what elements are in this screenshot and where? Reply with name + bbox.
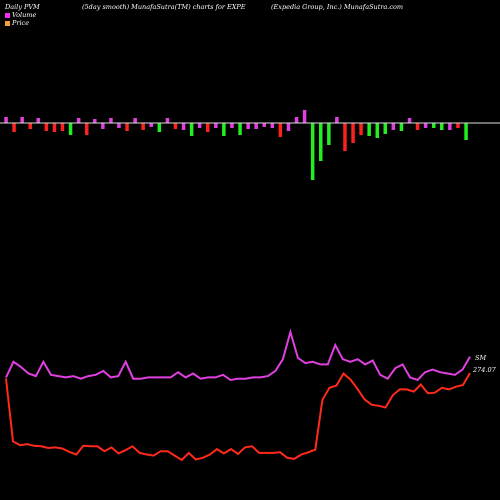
volume-line-label: SM	[475, 354, 486, 362]
volume-bar	[310, 123, 315, 180]
volume-bar	[399, 123, 404, 131]
price-line-series	[5, 371, 471, 462]
legend-item-volume: Volume	[5, 11, 36, 19]
volume-bar	[440, 123, 444, 130]
volume-bar	[383, 123, 387, 134]
volume-bar	[36, 118, 40, 123]
volume-bar	[133, 118, 137, 123]
volume-bar	[407, 118, 412, 123]
volume-bar	[327, 123, 331, 145]
volume-bar	[165, 118, 170, 123]
volume-bar	[93, 119, 97, 123]
volume-bar	[214, 123, 218, 128]
legend-label-price: Price	[12, 19, 30, 27]
volume-bar	[222, 123, 226, 136]
volume-bar	[12, 123, 16, 132]
volume-bar	[4, 117, 8, 123]
volume-bar	[181, 123, 186, 130]
volume-bar	[189, 123, 194, 136]
legend-swatch-volume	[5, 12, 10, 18]
price-last-value-label: 274.07	[472, 366, 497, 374]
volume-bar	[149, 123, 153, 127]
volume-line-series	[5, 328, 471, 382]
volume-bar	[391, 123, 396, 130]
volume-bar	[254, 123, 258, 129]
volume-bar	[270, 123, 275, 128]
volume-bar	[464, 123, 468, 140]
volume-bar	[319, 123, 323, 161]
volume-bar	[335, 117, 339, 123]
volume-bar	[109, 118, 113, 123]
volume-bar	[448, 123, 452, 130]
volume-bars-group	[4, 110, 468, 180]
volume-bar	[206, 123, 210, 132]
volume-bar	[415, 123, 420, 130]
volume-bar	[197, 123, 202, 128]
volume-bar	[52, 123, 57, 132]
legend-item-price: Price	[5, 19, 29, 27]
volume-bar	[20, 117, 24, 123]
volume-bar	[230, 123, 234, 128]
volume-bar	[44, 123, 49, 131]
volume-bar	[423, 123, 428, 128]
legend-label-volume: Volume	[12, 11, 37, 19]
volume-bar	[60, 123, 65, 131]
volume-bar	[85, 123, 89, 135]
volume-bar	[76, 118, 81, 123]
volume-bar	[125, 123, 129, 131]
volume-bar	[246, 123, 250, 129]
volume-bar	[278, 123, 283, 137]
volume-bar	[351, 123, 355, 143]
volume-bar	[302, 110, 307, 123]
volume-bar	[375, 123, 379, 138]
volume-bar	[343, 123, 347, 151]
volume-bar	[28, 123, 32, 129]
volume-bar	[262, 123, 266, 127]
legend-swatch-price	[5, 20, 10, 26]
volume-bar	[456, 123, 460, 128]
chart-header-left: Daily PVM	[5, 3, 40, 11]
volume-bar	[141, 123, 145, 130]
volume-bar	[68, 123, 73, 135]
volume-bar	[286, 123, 291, 131]
volume-bar	[432, 123, 436, 128]
volume-bar	[238, 123, 242, 135]
volume-bar	[367, 123, 371, 136]
chart-header-company: (Expedia Group, Inc.) MunafaSutra.com	[271, 3, 404, 11]
volume-bar	[359, 123, 363, 135]
volume-bar	[157, 123, 162, 132]
volume-bar	[101, 123, 105, 129]
volume-bar	[117, 123, 121, 128]
chart-header-title: (5day smooth) MunafaSutra(TM) charts for…	[82, 3, 246, 11]
volume-bar	[173, 123, 178, 129]
volume-bar	[294, 117, 299, 123]
